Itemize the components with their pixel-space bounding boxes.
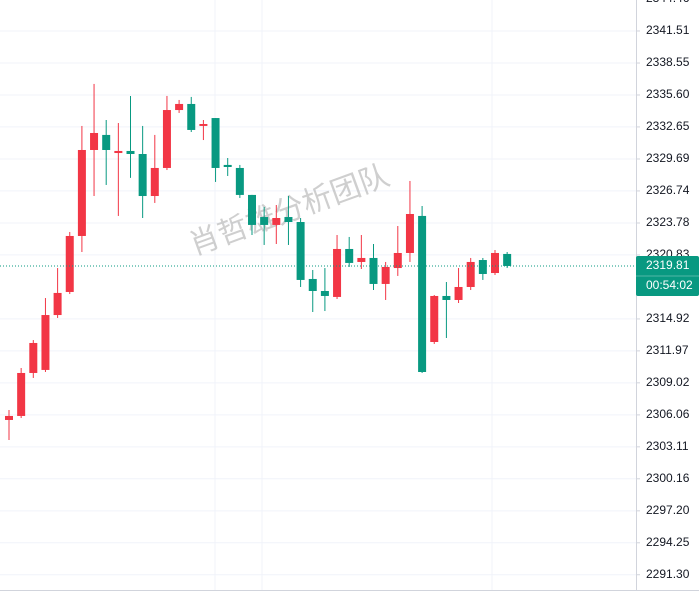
y-tick-label: 2314.92 (646, 311, 690, 325)
candle-body (272, 218, 281, 225)
y-tick-label: 2311.97 (646, 343, 689, 357)
candle-body (405, 213, 414, 253)
candle-body (284, 217, 293, 223)
candle-body (357, 257, 366, 262)
candle-body (126, 150, 135, 154)
candle-body (442, 295, 451, 300)
y-tick-label: 2335.60 (646, 87, 690, 101)
y-tick-label: 2332.65 (646, 119, 690, 133)
y-tick-label: 2291.30 (646, 567, 690, 581)
y-tick-label: 2294.25 (646, 535, 690, 549)
candle-body (90, 132, 99, 150)
candle-body (491, 252, 499, 274)
candle-body (248, 194, 256, 225)
candle-body (418, 215, 427, 372)
candle-body (114, 150, 123, 154)
candle-body (393, 252, 402, 269)
candle-body (187, 103, 196, 130)
candle-body (65, 235, 74, 292)
candle-body (41, 315, 50, 370)
candle-body (53, 292, 62, 316)
candle-body (430, 295, 439, 343)
countdown-label: 00:54:02 (646, 278, 693, 292)
y-tick-label: 2309.02 (646, 375, 690, 389)
candle-body (17, 372, 26, 416)
candle-body (5, 415, 13, 420)
candle-body (345, 248, 354, 263)
candle-body (454, 286, 463, 300)
y-axis: 2291.30 2294.25 2297.20 2300.16 2303.11 2306.… (0, 0, 690, 581)
candles (5, 83, 512, 441)
y-tick-label: 2344.46 (646, 0, 690, 5)
candle-body (223, 164, 232, 167)
candle-body (466, 261, 475, 287)
candle-body (29, 342, 38, 373)
y-tick-label: 2300.16 (646, 471, 690, 485)
y-tick-label: 2297.20 (646, 503, 690, 517)
y-tick-label: 2341.51 (646, 23, 690, 37)
candle-body (162, 110, 171, 168)
y-tick-label: 2326.74 (646, 183, 690, 197)
candle-body (308, 278, 317, 291)
y-tick-label: 2303.11 (646, 439, 689, 453)
candle-body (175, 103, 184, 111)
candle-body (199, 123, 208, 126)
candle-body (102, 134, 111, 150)
price-label-box (636, 255, 699, 296)
candle-body (381, 266, 390, 284)
candle-body (369, 257, 378, 284)
y-tick-label: 2323.78 (646, 215, 690, 229)
candle-body (333, 248, 342, 297)
candle-body (77, 149, 86, 236)
price-indicator: 2319.81 00:54:02 (0, 255, 699, 296)
candle-body (296, 222, 305, 280)
candle-body (320, 290, 329, 296)
y-tick-label: 2306.06 (646, 407, 690, 421)
candle-body (235, 167, 244, 195)
candle-body (260, 217, 269, 225)
candle-body (150, 167, 159, 197)
price-label: 2319.81 (646, 258, 690, 272)
grid (214, 0, 493, 590)
candle-body (478, 260, 487, 274)
candle-body (211, 118, 220, 168)
candle-body (503, 253, 512, 266)
y-tick-label: 2338.55 (646, 55, 690, 69)
y-tick-label: 2329.69 (646, 151, 690, 165)
candle-body (138, 153, 147, 197)
